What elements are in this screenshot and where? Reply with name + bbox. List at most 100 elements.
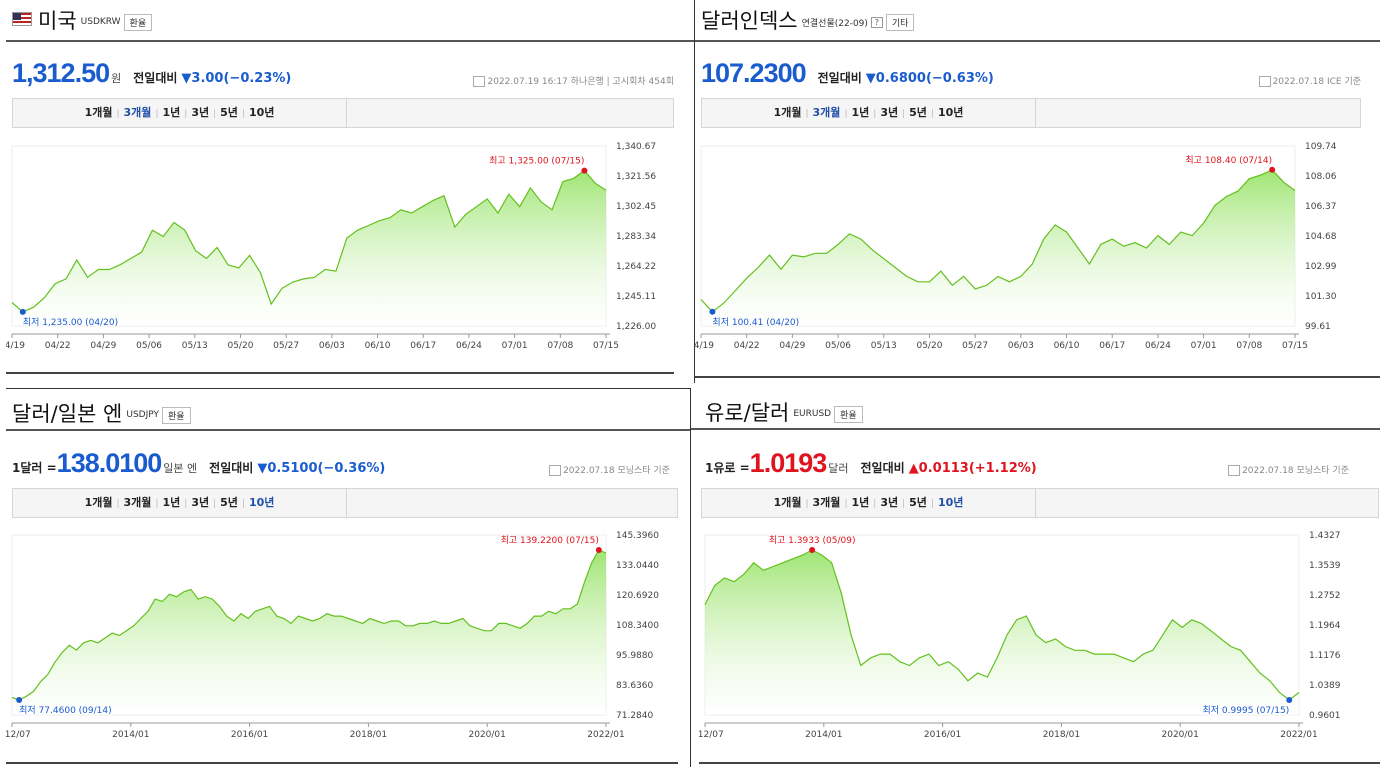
x-tick-label: 04/22	[45, 341, 71, 351]
price-prefix: 1달러 =	[12, 461, 57, 475]
price-value: 1,312.50	[12, 58, 110, 88]
tab-separator: |	[805, 499, 809, 509]
period-tab-5[interactable]: 10년	[248, 106, 275, 119]
x-tick-label: 04/19	[6, 341, 25, 351]
period-tab-group: 1개월 | 3개월 | 1년 | 3년 | 5년 | 10년	[13, 99, 347, 127]
period-tab-1[interactable]: 3개월	[123, 106, 152, 119]
help-icon[interactable]: ?	[870, 16, 883, 28]
x-tick-label: 2012/07	[699, 730, 724, 740]
y-tick-label: 1.3539	[1309, 561, 1341, 571]
max-point	[581, 167, 588, 174]
period-tab-4[interactable]: 5년	[909, 496, 927, 509]
panel-header: 달러인덱스 연결선물(22-09)? 기타	[695, 0, 1380, 42]
divider	[6, 762, 678, 764]
period-tab-3[interactable]: 3년	[880, 106, 899, 119]
tab-separator: |	[116, 499, 120, 509]
period-tab-group: 1개월 | 3개월 | 1년 | 3년 | 5년 | 10년	[702, 99, 1036, 127]
x-tick-label: 06/03	[1008, 341, 1034, 351]
exchange-rate-button[interactable]: 환율	[123, 13, 153, 31]
y-tick-label: 108.3400	[616, 621, 659, 631]
panel-title: 달러인덱스 연결선물(22-09)? 기타	[701, 5, 915, 35]
period-tab-1[interactable]: 3개월	[812, 496, 841, 509]
x-tick-label: 06/24	[1145, 341, 1171, 351]
period-tab-4[interactable]: 5년	[220, 106, 238, 119]
title-text: 유로/달러	[705, 401, 790, 425]
as-of-text: 2022.07.18 모닝스타 기준	[563, 466, 670, 476]
max-point	[809, 547, 816, 554]
x-tick-label: 2020/01	[1162, 730, 1199, 740]
period-tab-0[interactable]: 1개월	[84, 496, 113, 509]
quote-line: 1유로 =1.0193 달러 전일대비 ▲0.0113(+1.12%)	[705, 448, 1037, 479]
panel-header: 유로/달러 EURUSD 환율	[691, 388, 1380, 430]
period-tab-2[interactable]: 1년	[851, 106, 870, 119]
quote-line: 107.2300 전일대비 ▼0.6800(−0.63%)	[701, 58, 994, 89]
min-point	[1286, 696, 1293, 703]
x-tick-label: 04/19	[695, 341, 714, 351]
title-text: 달러인덱스	[701, 9, 798, 33]
y-tick-label: 133.0440	[616, 561, 659, 571]
usdkrw-chart: 1,340.67 1,321.56 1,302.45 1,283.34 1,264.22…	[6, 142, 656, 351]
min-label: 최저 0.9995 (07/15)	[1203, 705, 1290, 716]
other-button[interactable]: 기타	[885, 13, 915, 31]
series-line	[700, 169, 1296, 313]
period-tab-4[interactable]: 5년	[909, 106, 927, 119]
panel-title: 미국 USDKRW 환율	[12, 5, 153, 35]
y-tick-label: 1,340.67	[616, 142, 656, 152]
period-tabs: 1개월 | 3개월 | 1년 | 3년 | 5년 | 10년	[12, 98, 674, 128]
divider	[699, 762, 1380, 764]
period-tab-2[interactable]: 1년	[162, 106, 181, 119]
ticker-code: USDJPY	[126, 410, 159, 420]
x-tick-label: 04/29	[90, 341, 116, 351]
exchange-rate-button[interactable]: 환율	[161, 406, 191, 424]
divider	[6, 372, 674, 374]
tab-separator: |	[213, 109, 217, 119]
period-tab-3[interactable]: 3년	[191, 106, 210, 119]
tab-separator: |	[155, 499, 159, 509]
x-tick-label: 2016/01	[231, 730, 268, 740]
tab-separator: |	[213, 499, 217, 509]
price-prefix: 1유로 =	[705, 461, 750, 475]
change-value: ▼0.6800(−0.63%)	[865, 71, 994, 86]
min-point	[16, 697, 23, 703]
period-tab-0[interactable]: 1개월	[773, 106, 802, 119]
period-tab-5[interactable]: 10년	[937, 496, 964, 509]
document-icon	[549, 465, 562, 476]
as-of-info: 2022.07.18 ICE 기준	[1258, 74, 1361, 87]
period-tab-group: 1개월 | 3개월 | 1년 | 3년 | 5년 | 10년	[13, 489, 347, 517]
y-tick-label: 1.4327	[1309, 531, 1341, 541]
x-tick-label: 07/08	[1236, 341, 1262, 351]
tab-separator: |	[873, 109, 877, 119]
series-area	[12, 550, 606, 715]
period-tab-2[interactable]: 1년	[851, 496, 870, 509]
period-tab-0[interactable]: 1개월	[773, 496, 802, 509]
title-text: 미국	[38, 9, 77, 33]
as-of-info: 2022.07.19 16:17 하나은행 | 고시회차 454회	[473, 74, 674, 87]
period-tab-2[interactable]: 1년	[162, 496, 181, 509]
period-tab-3[interactable]: 3년	[191, 496, 210, 509]
tab-separator: |	[873, 499, 877, 509]
price-unit: 원	[111, 72, 122, 85]
period-tab-5[interactable]: 10년	[937, 106, 964, 119]
panel-usdkrw: 미국 USDKRW 환율 1,312.50 원 전일대비 ▼3.00(−0.23%) 20…	[6, 0, 694, 383]
period-tab-4[interactable]: 5년	[220, 496, 238, 509]
exchange-rate-button[interactable]: 환율	[834, 405, 863, 423]
as-of-text: 2022.07.19 16:17 하나은행 | 고시회차 454회	[487, 77, 674, 87]
period-tab-1[interactable]: 3개월	[123, 496, 152, 509]
x-tick-label: 2018/01	[350, 730, 387, 740]
max-label: 최고 1,325.00 (07/15)	[489, 156, 584, 167]
panel-title: 유로/달러 EURUSD 환율	[705, 397, 863, 427]
y-tick-label: 1,321.56	[616, 172, 656, 182]
x-tick-label: 06/10	[1054, 341, 1080, 351]
change-value: ▲0.0113(+1.12%)	[908, 461, 1037, 476]
period-tab-3[interactable]: 3년	[880, 496, 899, 509]
y-tick-label: 109.74	[1305, 142, 1337, 152]
period-tab-5[interactable]: 10년	[248, 496, 275, 509]
x-tick-label: 06/03	[319, 341, 345, 351]
compare-label: 전일대비	[860, 461, 905, 475]
period-tab-1[interactable]: 3개월	[812, 106, 841, 119]
y-tick-label: 83.6360	[616, 681, 653, 691]
period-tab-0[interactable]: 1개월	[84, 106, 113, 119]
y-tick-label: 1,302.45	[616, 202, 656, 212]
series-area	[701, 169, 1295, 326]
y-tick-label: 108.06	[1305, 172, 1337, 182]
